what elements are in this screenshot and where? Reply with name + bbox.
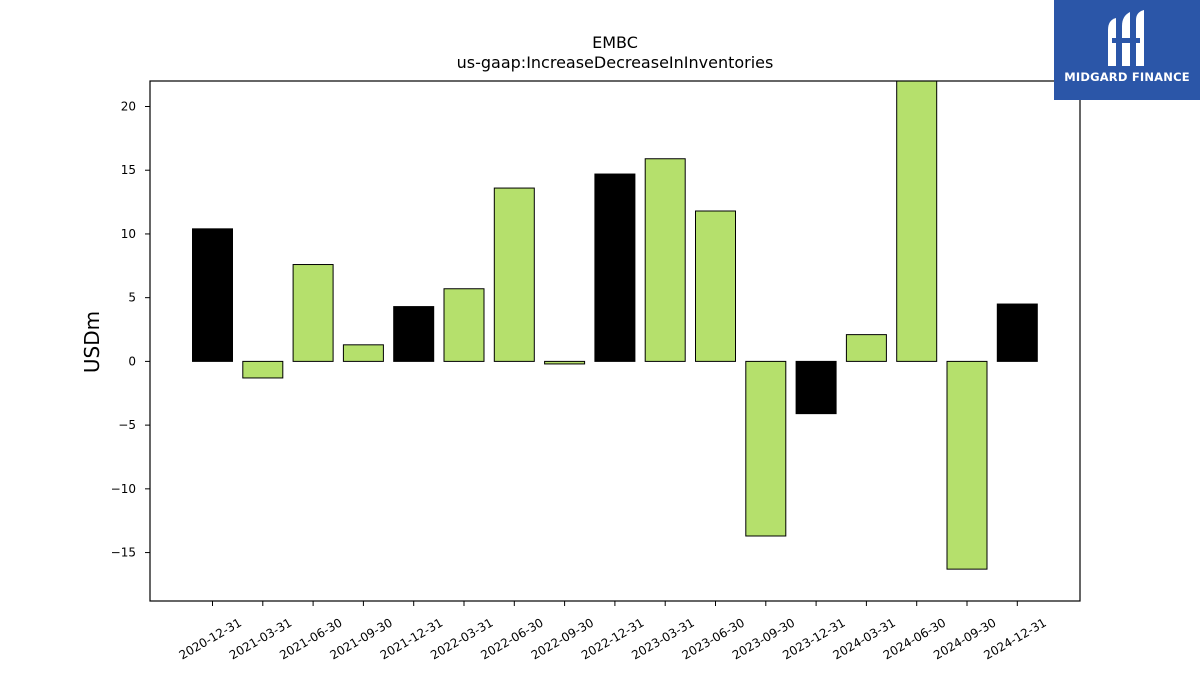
y-tick-label: −10 — [111, 482, 136, 496]
y-tick-label: 20 — [121, 99, 136, 113]
y-tick-label: 0 — [128, 354, 136, 368]
bar-2021-12-31 — [393, 306, 435, 362]
y-tick-label: 15 — [121, 163, 136, 177]
chart-subtitle: us-gaap:IncreaseDecreaseInInventories — [457, 53, 774, 72]
chart-title: EMBC — [592, 33, 638, 52]
bar-2021-06-30 — [292, 264, 334, 362]
bar-2023-12-31 — [795, 360, 837, 415]
y-axis-label: USDm — [80, 311, 104, 373]
y-axis: −15 −10 −5 0 5 10 15 20 — [111, 99, 150, 560]
y-tick-label: 10 — [121, 227, 136, 241]
bar-2024-09-30 — [946, 360, 988, 570]
bar-2021-09-30 — [342, 344, 384, 362]
bar-2022-09-30 — [544, 360, 586, 365]
bar-2024-06-30 — [896, 80, 938, 362]
midgard-logo-icon — [1108, 10, 1144, 66]
bar-2024-03-31 — [845, 334, 887, 362]
y-tick-label: −15 — [111, 546, 136, 560]
bar-2023-06-30 — [695, 210, 736, 362]
brand-logo: MIDGARD FINANCE — [1054, 0, 1200, 100]
bar-2022-12-31 — [594, 173, 636, 362]
y-tick-label: 5 — [128, 291, 136, 305]
bar-2022-03-31 — [443, 288, 485, 362]
x-axis: 2020-12-312021-03-312021-06-302021-09-30… — [177, 601, 1049, 662]
bar-2023-09-30 — [745, 360, 787, 537]
y-tick-label: −5 — [118, 418, 136, 432]
bars-group — [192, 80, 1038, 570]
bar-2022-06-30 — [493, 187, 535, 362]
bar-2021-03-31 — [242, 360, 284, 379]
bar-2023-03-31 — [644, 158, 686, 362]
bar-2024-12-31 — [996, 303, 1038, 362]
bar-2020-12-31 — [192, 228, 233, 362]
logo-text: MIDGARD FINANCE — [1064, 70, 1190, 84]
plot-frame — [149, 80, 1081, 602]
